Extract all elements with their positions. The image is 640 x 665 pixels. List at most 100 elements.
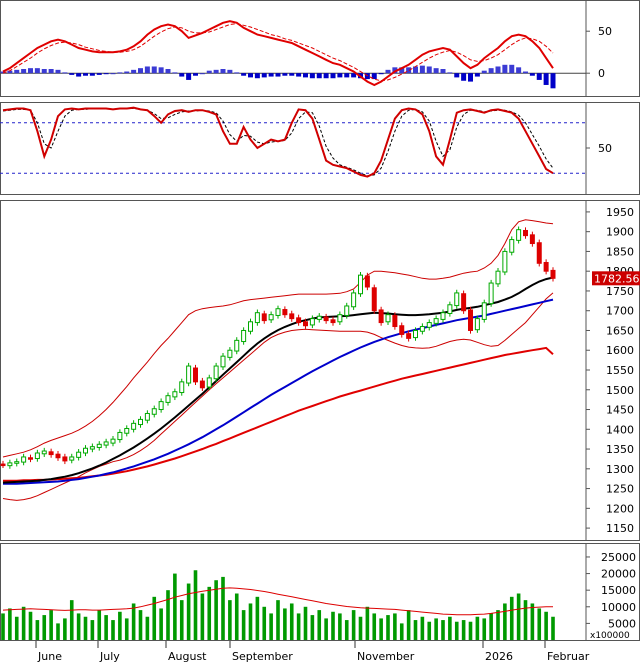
volume-bar (152, 596, 157, 640)
macd-histogram-bar (351, 73, 357, 78)
x-axis-month-label: September (232, 650, 293, 663)
macd-histogram-bar (124, 71, 130, 74)
macd-histogram-bar (55, 69, 61, 74)
macd-histogram-bar (385, 69, 391, 74)
price-tick-label: 1650 (606, 324, 634, 337)
volume-bar (186, 583, 191, 640)
price-tick-label: 1500 (606, 384, 634, 397)
macd-histogram-bar (337, 73, 343, 78)
volume-bar (461, 620, 466, 640)
volume-bar (255, 596, 260, 640)
candle-body (282, 309, 288, 316)
candle-body (248, 321, 253, 332)
volume-bar (193, 570, 198, 640)
volume-bar (358, 616, 363, 640)
volume-bar (448, 616, 452, 640)
volume-bar (379, 618, 383, 640)
candle-body (144, 412, 150, 421)
candle-body (131, 422, 137, 430)
macd-histogram-bar (502, 64, 508, 74)
volume-bar (138, 610, 143, 640)
volume-tick-label: 25000 (601, 551, 636, 564)
volume-bar (544, 611, 548, 640)
volume-bar (434, 618, 438, 640)
candle-body (34, 452, 40, 460)
volume-bar (386, 615, 390, 640)
x-axis-month-label: August (168, 650, 207, 663)
macd-histogram-bar (234, 72, 240, 74)
candle-body (536, 242, 542, 264)
candle-body (426, 322, 432, 328)
macd-histogram-bar (206, 70, 212, 74)
macd-histogram-bar (14, 69, 20, 74)
volume-bar (372, 613, 377, 640)
candle-body (234, 339, 240, 352)
candle-body (14, 461, 20, 464)
volume-bar (241, 610, 246, 640)
macd-histogram-bar (330, 73, 336, 79)
candle-body (523, 229, 528, 237)
volume-bar (276, 600, 280, 640)
macd-histogram-bar (371, 73, 377, 80)
volume-tick-label: 15000 (601, 584, 636, 597)
candle-body (110, 438, 116, 444)
volume-bar (530, 603, 535, 640)
price-tick-label: 1750 (606, 285, 634, 298)
volume-tick-label: 20000 (601, 568, 636, 581)
macd-histogram-bar (289, 73, 295, 76)
candle-body (268, 314, 274, 321)
last-price-label: 1782.560 (594, 272, 640, 285)
macd-histogram-bar (158, 67, 164, 74)
volume-bar (331, 611, 335, 640)
macd-histogram-bar (268, 73, 274, 77)
candle-body (199, 380, 205, 389)
volume-bar (475, 616, 480, 640)
price-tick-label: 1950 (606, 206, 634, 219)
macd-signal-line (2, 23, 554, 82)
volume-bar (441, 620, 445, 640)
macd-histogram-bar (241, 73, 247, 76)
volume-bar (420, 616, 425, 640)
candle-body (206, 377, 212, 388)
candle-body (89, 446, 95, 450)
candle-body (364, 275, 370, 288)
macd-histogram-bar (7, 70, 13, 74)
candle-body (378, 309, 384, 324)
volume-bar (90, 620, 95, 640)
volume-bar (496, 610, 500, 640)
candle-body (399, 325, 405, 335)
stoch-panel-frame (0, 102, 640, 195)
macd-histogram-bar (0, 71, 6, 74)
macd-histogram-bar (172, 72, 178, 74)
candle-body (454, 292, 460, 307)
candle-body (220, 355, 226, 368)
macd-histogram-bar (550, 73, 556, 89)
candle-body (461, 293, 467, 312)
macd-histogram-bar (41, 69, 47, 74)
macd-line (2, 20, 554, 87)
volume-bar (283, 608, 287, 640)
macd-histogram-bar (399, 67, 405, 74)
volume-bar (399, 623, 404, 640)
volume-bar (523, 600, 528, 640)
volume-bar (338, 613, 342, 640)
price-tick-label: 1550 (606, 364, 634, 377)
price-tick-label: 1400 (606, 423, 634, 436)
candle-body (474, 318, 480, 331)
volume-bar (111, 620, 115, 640)
macd-histogram-bar (199, 73, 205, 75)
macd-histogram-bar (523, 71, 528, 74)
macd-histogram-bar (433, 68, 439, 74)
macd-histogram-bar (309, 73, 315, 79)
candle-body (337, 314, 343, 323)
macd-histogram-bar (440, 69, 446, 74)
volume-bar (393, 613, 397, 640)
stoch-k-line (2, 106, 554, 178)
price-tick-label: 1250 (606, 483, 634, 496)
macd-histogram-bar (83, 73, 88, 76)
macd-histogram-bar (447, 72, 453, 74)
macd-histogram-bar (316, 73, 322, 79)
candle-body (529, 234, 535, 245)
candle-body (103, 441, 109, 446)
